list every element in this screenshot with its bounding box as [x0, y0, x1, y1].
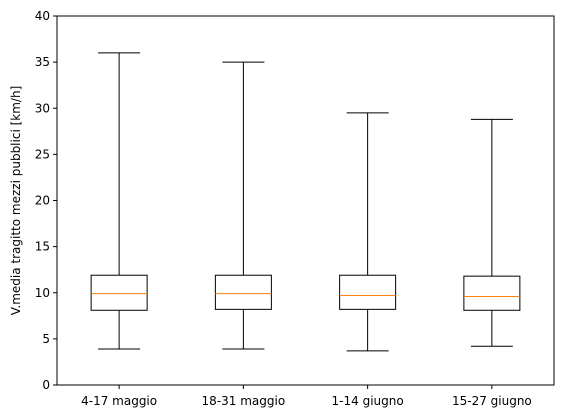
box-series	[90, 52, 521, 352]
box-iqr	[214, 274, 272, 310]
y-tick-label: 25	[35, 147, 50, 161]
x-axis-ticks: 4-17 maggio 18-31 maggio 1-14 giugno 15-27 …	[81, 385, 532, 408]
box-2	[214, 61, 272, 350]
box-1	[90, 52, 148, 350]
y-tick-label: 35	[35, 55, 50, 69]
x-tick-label: 18-31 maggio	[202, 394, 286, 408]
x-tick-label: 15-27 giugno	[452, 394, 532, 408]
box-iqr	[339, 274, 397, 310]
x-tick-label: 4-17 maggio	[81, 394, 157, 408]
y-tick-label: 5	[42, 332, 50, 346]
box-iqr	[90, 274, 148, 311]
y-axis-label: V.media tragitto mezzi pubblici [km/h]	[9, 86, 23, 316]
y-axis-ticks: 0 5 10 15 20 25 30 35 40	[35, 9, 57, 392]
box-3	[339, 112, 397, 352]
plot-area-frame	[56, 15, 555, 386]
box-iqr	[463, 275, 521, 311]
box-4	[463, 118, 521, 347]
x-tick-label: 1-14 giugno	[332, 394, 404, 408]
y-tick-label: 0	[42, 378, 50, 392]
y-tick-label: 15	[35, 240, 50, 254]
y-tick-label: 30	[35, 101, 50, 115]
y-tick-label: 40	[35, 9, 50, 23]
y-tick-label: 10	[35, 286, 50, 300]
y-tick-label: 20	[35, 194, 50, 208]
